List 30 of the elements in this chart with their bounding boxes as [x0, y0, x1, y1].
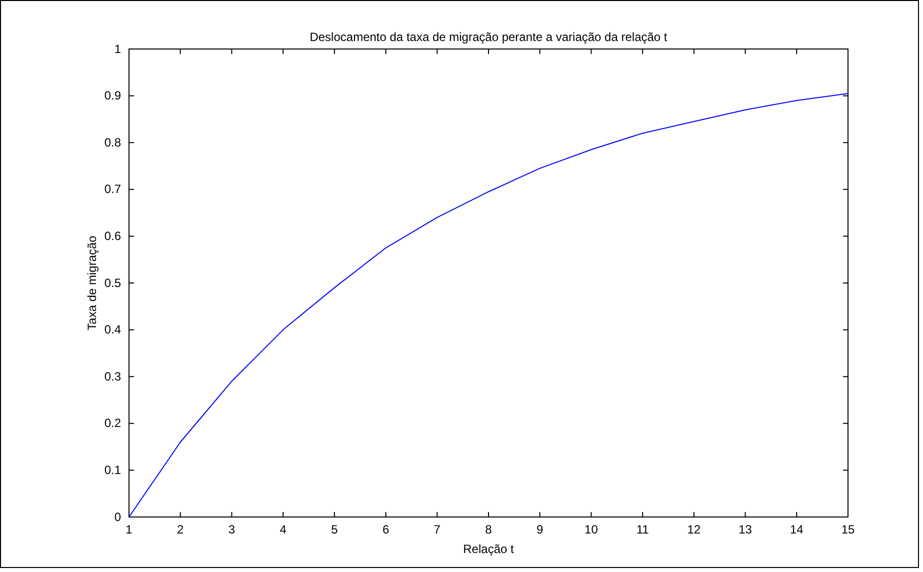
- y-tick-label: 0.6: [104, 229, 122, 244]
- x-tick-label: 15: [841, 522, 855, 537]
- y-tick-label: 1: [114, 42, 122, 56]
- x-tick-label: 5: [331, 522, 338, 537]
- y-tick-label: 0: [114, 510, 122, 524]
- x-tick-label: 12: [687, 522, 701, 537]
- x-tick-label: 7: [434, 522, 441, 537]
- x-tick-label: 4: [280, 522, 287, 537]
- y-tick-label: 0.5: [104, 276, 122, 290]
- y-tick-label: 0.7: [104, 182, 122, 196]
- x-axis-title: Relação t: [463, 542, 515, 556]
- chart-title: Deslocamento da taxa de migração perante a variação da relação t: [310, 30, 668, 44]
- x-tick-label: 14: [790, 522, 804, 537]
- y-tick-label: 0.4: [104, 322, 122, 337]
- x-tick-label: 2: [177, 522, 184, 537]
- y-tick-label: 0.1: [104, 463, 122, 478]
- x-tick-label: 9: [536, 522, 544, 537]
- y-axis-title: Taxa de migração: [85, 235, 99, 330]
- x-tick-label: 8: [485, 522, 492, 537]
- x-tick-label: 3: [228, 522, 236, 537]
- y-tick-label: 0.9: [104, 88, 122, 103]
- line-series: [128, 92, 848, 518]
- y-tick-label: 0.8: [104, 135, 122, 150]
- y-tick-label: 0.3: [104, 369, 122, 384]
- x-tick-label: 1: [126, 522, 133, 537]
- x-tick-label: 6: [382, 522, 390, 537]
- x-tick-label: 11: [636, 522, 650, 537]
- x-tick-label: 13: [738, 522, 752, 537]
- y-tick-label: 0.2: [104, 416, 122, 430]
- x-tick-label: 10: [584, 522, 598, 537]
